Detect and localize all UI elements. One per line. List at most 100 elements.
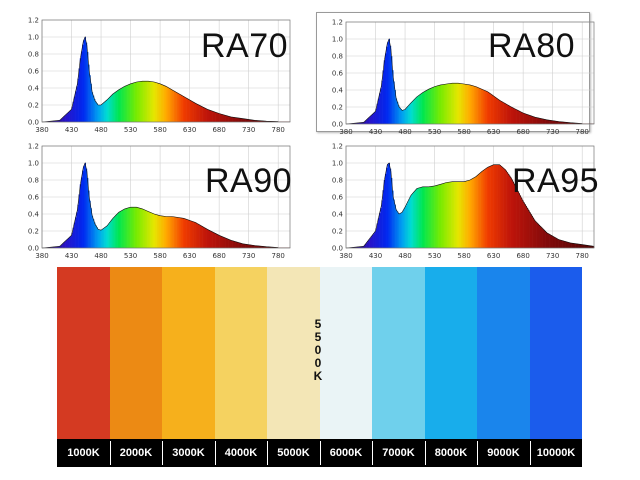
spectrum-bar [183,218,186,248]
spectrum-bar [65,240,68,248]
spectrum-bar [131,83,134,122]
spectrum-bar [178,94,181,122]
spectrum-bar [513,184,516,248]
spectrum-bar [106,99,109,122]
spectrum-bar [80,51,83,123]
spectrum-bar [380,208,382,248]
spectrum-bar [251,245,253,248]
spectrum-bar [261,246,264,248]
spectrum-bar [138,208,141,248]
spectrum-bar [111,219,114,248]
spectrum-bar [530,115,532,124]
kelvin-divider [110,441,111,465]
spectrum-bar [164,216,167,248]
spectrum-bar [265,121,267,122]
spectrum-bar [386,167,388,248]
spectrum-bar [474,86,477,124]
spectrum-bar [472,178,474,248]
spectrum-bar [517,110,519,124]
x-tick-label: 730 [242,126,255,134]
spectrum-bar [171,90,174,122]
spectrum-bar [407,106,409,124]
spectrum-bar [544,119,546,124]
spectrum-bar [66,113,69,122]
spectrum-bar [84,37,86,122]
ra70-label: RA70 [201,27,289,65]
spectrum-bar [262,120,265,122]
spectrum-bar [419,94,421,124]
x-tick-label: 480 [398,252,411,260]
spectrum-bar [92,219,95,248]
spectrum-bar [374,111,376,124]
spectrum-bar [203,107,206,122]
spectrum-bar [497,164,499,248]
spectrum-bar [387,41,389,124]
x-tick-label: 730 [242,252,255,260]
spectrum-bar [216,112,219,122]
spectrum-bar [389,45,392,124]
y-tick-label: 0.0 [28,119,39,127]
spectrum-bar [206,108,208,122]
spectrum-bar [134,207,136,248]
spectrum-bar [193,102,195,122]
spectrum-bar [93,99,96,122]
spectrum-bar [112,93,115,122]
spectrum-bar [420,93,422,124]
spectrum-bar [435,86,438,124]
x-tick-label: 630 [487,252,500,260]
spectrum-bar [75,217,77,248]
spectrum-bar [531,116,533,124]
plot-axes [345,145,595,249]
spectrum-bar [118,211,121,248]
spectrum-bar [50,247,52,248]
x-tick-label: 530 [124,126,137,134]
spectrum-bar [239,242,241,248]
spectrum-bar [488,166,491,248]
ra95-spectrum-chart: 0.0 0.2 0.4 0.6 0.8 1.0 1.2 380 430 480 530 580 630 6… [322,140,600,264]
spectrum-bar [356,246,359,248]
spectrum-bar [468,180,471,248]
spectrum-bar [478,87,480,124]
spectrum-bar [214,233,216,248]
spectrum-bar [232,240,234,248]
spectrum-bar [431,87,433,124]
spectrum-bar [97,229,99,248]
spectrum-bar [144,81,147,122]
spectrum-bar [549,234,551,248]
kelvin-label: 5000K [277,447,310,459]
spectrum-bar [492,95,494,124]
spectrum-bar [176,92,179,122]
x-tick-label: 680 [516,252,529,260]
y-tick-label: 0.8 [28,51,39,59]
spectrum-bar [421,92,424,124]
spectrum-bar [536,117,538,124]
spectrum-bar [449,181,452,248]
spectrum-bar [507,105,510,124]
spectrum-bar [90,83,92,122]
y-tick-label: 1.2 [28,17,39,25]
spectrum-bar [132,82,135,122]
spectrum-bar [260,120,262,122]
spectrum-bar [402,210,405,248]
spectrum-bar [129,84,131,122]
spectrum-bar [552,236,555,248]
spectrum-bar [570,122,572,124]
spectrum-bar [252,245,254,248]
spectrum-bar [155,214,157,248]
spectrum-bar [220,236,222,248]
spectrum-bar [461,181,464,248]
spectrum-bar [555,121,557,124]
spectrum-bar [514,109,517,124]
spectrum-bar [128,84,130,122]
spectrum-bar [542,118,544,124]
spectrum-bar [472,85,474,124]
spectrum-bar [557,239,559,248]
spectrum-bar [92,95,95,122]
kelvin-divider [425,441,426,465]
spectrum-bar [194,222,196,248]
spectrum-bar [171,216,174,248]
spectrum-bar [362,122,365,124]
y-tick-label: 0.6 [28,68,40,76]
kelvin-label: 1000K [67,447,100,459]
spectrum-bar [439,85,441,124]
